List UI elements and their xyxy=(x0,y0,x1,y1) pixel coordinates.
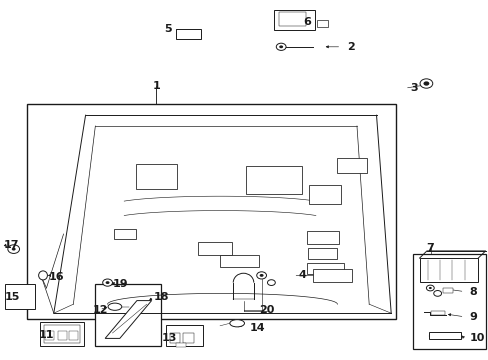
Polygon shape xyxy=(105,301,151,338)
Text: 9: 9 xyxy=(468,312,476,322)
Text: 18: 18 xyxy=(154,292,169,302)
Bar xyxy=(40,322,84,346)
Circle shape xyxy=(276,43,285,50)
Bar xyxy=(5,284,35,309)
Circle shape xyxy=(8,245,20,253)
Bar xyxy=(309,184,341,204)
Circle shape xyxy=(279,45,283,48)
Bar xyxy=(442,288,452,293)
Circle shape xyxy=(259,274,263,277)
Circle shape xyxy=(256,272,266,279)
Circle shape xyxy=(423,81,428,86)
Bar xyxy=(175,29,201,39)
Bar xyxy=(273,10,315,30)
Bar xyxy=(306,263,343,274)
Text: 19: 19 xyxy=(112,279,128,289)
Ellipse shape xyxy=(229,320,244,327)
Circle shape xyxy=(102,279,112,286)
Bar xyxy=(44,325,80,343)
Text: 10: 10 xyxy=(468,333,484,343)
Bar xyxy=(337,158,366,173)
Bar xyxy=(278,12,305,26)
Bar xyxy=(430,311,444,315)
Circle shape xyxy=(419,79,432,88)
Bar xyxy=(27,104,395,319)
Bar xyxy=(58,331,66,340)
Bar xyxy=(245,166,302,194)
Bar xyxy=(317,20,327,27)
Circle shape xyxy=(426,285,433,291)
Bar xyxy=(183,333,193,343)
Text: 2: 2 xyxy=(346,42,354,52)
Bar xyxy=(220,255,259,267)
Ellipse shape xyxy=(108,303,122,310)
Bar xyxy=(95,284,161,346)
Text: 13: 13 xyxy=(161,333,176,343)
Bar xyxy=(419,258,477,282)
Bar xyxy=(69,331,78,340)
Text: 1: 1 xyxy=(152,81,160,91)
Bar xyxy=(136,164,177,189)
Bar xyxy=(175,343,186,347)
Text: 14: 14 xyxy=(249,323,264,333)
Text: 20: 20 xyxy=(258,305,274,315)
Bar xyxy=(113,229,136,239)
Text: 3: 3 xyxy=(410,83,418,93)
Text: 6: 6 xyxy=(303,17,310,27)
Text: 11: 11 xyxy=(39,330,55,340)
Text: 17: 17 xyxy=(4,240,20,250)
Ellipse shape xyxy=(39,271,47,280)
Text: 8: 8 xyxy=(468,287,476,297)
Circle shape xyxy=(433,291,441,296)
Bar xyxy=(169,333,180,343)
Text: 5: 5 xyxy=(163,24,171,34)
Bar xyxy=(312,269,351,282)
Text: 4: 4 xyxy=(298,270,305,280)
Text: 16: 16 xyxy=(49,272,64,282)
Bar xyxy=(198,242,232,255)
Text: 15: 15 xyxy=(5,292,20,302)
Bar xyxy=(428,332,460,339)
Circle shape xyxy=(267,280,275,285)
Circle shape xyxy=(105,281,109,284)
Bar xyxy=(307,248,337,259)
Bar xyxy=(45,331,54,340)
Text: 7: 7 xyxy=(426,243,433,253)
Circle shape xyxy=(12,248,16,251)
Bar xyxy=(166,325,203,346)
Bar xyxy=(412,254,485,349)
Circle shape xyxy=(428,287,431,289)
Text: 12: 12 xyxy=(93,305,108,315)
Bar xyxy=(306,231,338,244)
